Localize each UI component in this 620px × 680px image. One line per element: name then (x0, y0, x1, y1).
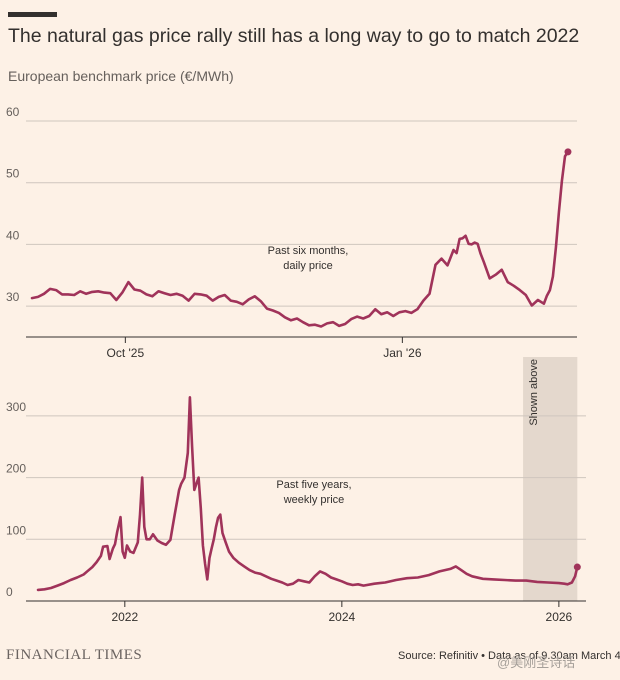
daily-price-line (30, 150, 570, 328)
y-tick-label: 300 (6, 400, 26, 414)
shaded-region (523, 357, 578, 601)
y-tick-label: 30 (6, 290, 20, 304)
y-tick-label: 50 (6, 167, 20, 181)
y-tick-label: 60 (6, 105, 20, 119)
x-tick-label: 2024 (328, 610, 355, 624)
latest-value-dot (573, 563, 581, 571)
chart-annotation: weekly price (283, 494, 345, 506)
five-year-chart: Shown above 0 100 200 300 2022 2024 2026 Past fi… (6, 357, 586, 624)
y-tick-label: 100 (6, 523, 26, 537)
chart-annotation: Past five years, (276, 479, 351, 491)
shaded-region-label: Shown above (528, 359, 540, 426)
six-month-chart: 30 40 50 60 Oct '25 Jan '26 Past six months, da… (6, 105, 577, 360)
chart-subtitle: European benchmark price (€/MWh) (8, 68, 234, 84)
watermark: @美刚圣诗话 (497, 655, 576, 670)
x-tick-label: Jan '26 (383, 346, 422, 360)
source-note: Source: Refinitiv • Data as of 9.30am Ma… (398, 650, 620, 662)
weekly-price-line (36, 396, 579, 592)
x-tick-label: Oct '25 (107, 346, 145, 360)
chart-annotation: Past six months, (268, 245, 349, 257)
y-tick-label: 200 (6, 462, 26, 476)
chart-title: The natural gas price rally still has a … (8, 25, 580, 47)
x-tick-label: 2022 (111, 610, 138, 624)
y-tick-label: 40 (6, 228, 20, 242)
y-tick-label: 0 (6, 585, 13, 599)
x-tick-label: 2026 (546, 610, 573, 624)
brand-bar (8, 12, 57, 17)
chart-annotation: daily price (283, 260, 333, 272)
latest-value-dot (564, 148, 572, 156)
ft-logo-text: FINANCIAL TIMES (6, 647, 143, 663)
